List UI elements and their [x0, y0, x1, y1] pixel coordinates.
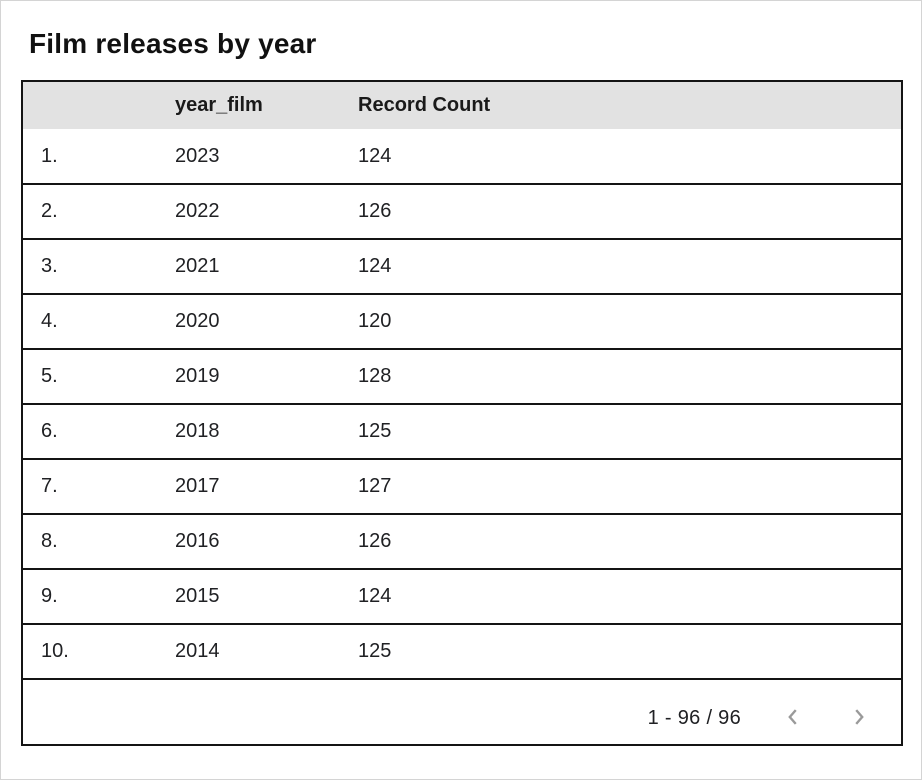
pagination-row: 1 - 96 / 96 — [22, 679, 902, 745]
record-count-cell: 124 — [340, 129, 902, 185]
pagination-range-label: 1 - 96 / 96 — [647, 706, 741, 729]
year-film-cell: 2014 — [157, 624, 340, 680]
chevron-right-icon — [848, 706, 870, 731]
record-count-cell: 128 — [340, 349, 902, 405]
table-footer: 1 - 96 / 96 — [22, 679, 902, 745]
year-film-cell: 2016 — [157, 514, 340, 570]
header-cell-row-number — [22, 81, 157, 129]
record-count-cell: 120 — [340, 294, 902, 350]
row-number-cell: 10. — [22, 624, 157, 680]
chart-title: Film releases by year — [29, 28, 317, 59]
table-header: year_film Record Count — [22, 81, 902, 129]
table-row[interactable]: 1. 2023 124 — [22, 129, 902, 185]
year-film-cell: 2017 — [157, 459, 340, 515]
row-number-cell: 9. — [22, 569, 157, 625]
row-number-cell: 6. — [22, 404, 157, 460]
record-count-cell: 126 — [340, 514, 902, 570]
next-page-button[interactable] — [837, 698, 881, 738]
record-count-cell: 125 — [340, 404, 902, 460]
previous-page-button[interactable] — [771, 698, 815, 738]
table-row[interactable]: 6. 2018 125 — [22, 404, 902, 460]
row-number-cell: 3. — [22, 239, 157, 295]
record-count-cell: 126 — [340, 184, 902, 240]
row-number-cell: 5. — [22, 349, 157, 405]
table-row[interactable]: 9. 2015 124 — [22, 569, 902, 625]
year-film-cell: 2023 — [157, 129, 340, 185]
record-count-cell: 124 — [340, 239, 902, 295]
data-table: year_film Record Count 1. 2023 124 2. 20… — [21, 80, 903, 746]
row-number-cell: 4. — [22, 294, 157, 350]
header-row: year_film Record Count — [22, 81, 902, 129]
row-number-cell: 1. — [22, 129, 157, 185]
table-row[interactable]: 2. 2022 126 — [22, 184, 902, 240]
table-row[interactable]: 7. 2017 127 — [22, 459, 902, 515]
year-film-cell: 2021 — [157, 239, 340, 295]
table-row[interactable]: 3. 2021 124 — [22, 239, 902, 295]
header-cell-record-count[interactable]: Record Count — [358, 94, 491, 116]
row-number-cell: 8. — [22, 514, 157, 570]
pagination: 1 - 96 / 96 — [23, 698, 881, 738]
year-film-cell: 2019 — [157, 349, 340, 405]
header-cell-year-film[interactable]: year_film — [175, 94, 263, 116]
record-count-cell: 124 — [340, 569, 902, 625]
table-body: 1. 2023 124 2. 2022 126 3. 2021 124 4. 2… — [22, 129, 902, 680]
table-container: year_film Record Count 1. 2023 124 2. 20… — [21, 80, 903, 746]
year-film-cell: 2015 — [157, 569, 340, 625]
row-number-cell: 2. — [22, 184, 157, 240]
record-count-cell: 127 — [340, 459, 902, 515]
table-row[interactable]: 4. 2020 120 — [22, 294, 902, 350]
year-film-cell: 2018 — [157, 404, 340, 460]
table-row[interactable]: 5. 2019 128 — [22, 349, 902, 405]
year-film-cell: 2020 — [157, 294, 340, 350]
table-row[interactable]: 10. 2014 125 — [22, 624, 902, 680]
chevron-left-icon — [782, 706, 804, 731]
table-row[interactable]: 8. 2016 126 — [22, 514, 902, 570]
year-film-cell: 2022 — [157, 184, 340, 240]
row-number-cell: 7. — [22, 459, 157, 515]
record-count-cell: 125 — [340, 624, 902, 680]
